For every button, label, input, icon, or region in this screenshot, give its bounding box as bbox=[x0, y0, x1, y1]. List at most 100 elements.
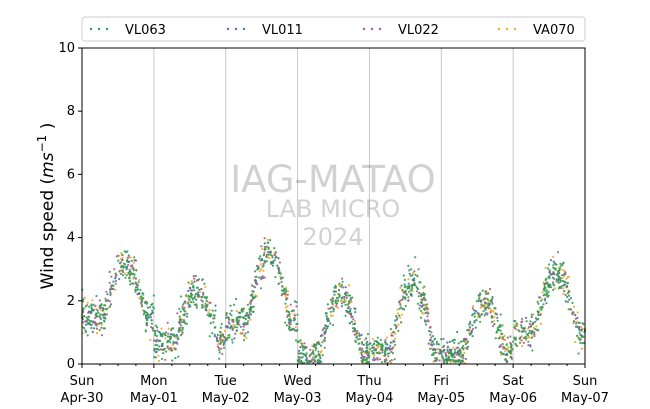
data-point bbox=[321, 354, 324, 357]
data-point bbox=[564, 293, 567, 296]
data-point bbox=[249, 318, 252, 321]
data-point bbox=[456, 346, 460, 349]
data-point bbox=[487, 307, 490, 310]
data-point bbox=[286, 305, 289, 308]
data-point bbox=[541, 291, 544, 294]
data-point bbox=[162, 348, 165, 352]
data-point bbox=[360, 356, 363, 360]
data-point bbox=[137, 281, 140, 284]
data-point bbox=[174, 348, 177, 351]
data-point bbox=[542, 303, 545, 306]
data-point bbox=[548, 271, 551, 274]
data-point bbox=[415, 286, 418, 289]
data-point bbox=[124, 276, 127, 279]
data-point bbox=[118, 277, 121, 281]
data-point bbox=[261, 265, 264, 268]
data-point bbox=[552, 283, 555, 286]
data-point bbox=[90, 306, 93, 309]
data-point bbox=[496, 316, 499, 319]
data-point bbox=[462, 345, 465, 348]
data-point bbox=[90, 309, 93, 312]
data-point bbox=[342, 300, 346, 304]
legend-marker bbox=[505, 27, 509, 31]
data-point bbox=[474, 310, 478, 313]
data-point bbox=[484, 303, 487, 306]
data-point bbox=[101, 313, 104, 317]
data-point bbox=[323, 336, 327, 340]
data-point bbox=[289, 303, 292, 306]
data-point bbox=[408, 287, 411, 290]
data-point bbox=[260, 268, 263, 271]
data-point bbox=[445, 358, 448, 362]
data-point bbox=[340, 283, 344, 286]
data-point bbox=[465, 342, 468, 345]
data-point bbox=[263, 251, 266, 254]
data-point bbox=[82, 307, 85, 310]
data-point bbox=[250, 299, 253, 302]
data-point bbox=[528, 329, 531, 332]
data-point bbox=[552, 264, 555, 267]
data-point bbox=[162, 332, 165, 335]
data-point bbox=[466, 329, 469, 332]
data-point bbox=[277, 268, 280, 271]
data-point bbox=[216, 333, 219, 336]
data-point bbox=[450, 358, 453, 362]
data-point bbox=[559, 279, 562, 282]
data-point bbox=[82, 321, 85, 324]
data-point bbox=[550, 286, 553, 289]
data-point bbox=[572, 311, 575, 314]
data-point bbox=[127, 254, 130, 257]
data-point bbox=[168, 348, 171, 351]
data-point bbox=[318, 343, 321, 346]
data-point bbox=[284, 288, 288, 291]
data-point bbox=[341, 280, 344, 283]
data-point bbox=[315, 347, 318, 350]
data-point bbox=[492, 310, 495, 313]
data-point bbox=[582, 323, 585, 326]
data-point bbox=[358, 348, 361, 351]
data-point bbox=[260, 278, 263, 281]
data-point bbox=[275, 255, 278, 258]
data-point bbox=[98, 328, 101, 332]
data-point bbox=[527, 325, 531, 329]
data-point bbox=[175, 334, 178, 337]
data-point bbox=[524, 335, 527, 338]
data-point bbox=[367, 354, 371, 357]
data-point bbox=[115, 255, 118, 258]
data-point bbox=[147, 316, 150, 319]
data-point bbox=[248, 311, 251, 314]
data-point bbox=[422, 291, 425, 294]
data-point bbox=[547, 283, 551, 286]
data-point bbox=[94, 323, 97, 326]
data-point bbox=[305, 359, 308, 362]
data-point bbox=[363, 338, 366, 341]
data-point bbox=[452, 346, 455, 349]
data-point bbox=[230, 326, 233, 329]
data-point bbox=[422, 312, 425, 315]
data-point bbox=[511, 347, 514, 351]
data-point bbox=[194, 274, 197, 278]
data-point bbox=[502, 338, 505, 341]
data-point bbox=[209, 322, 212, 325]
data-point bbox=[342, 286, 345, 289]
data-point bbox=[192, 284, 195, 287]
data-point bbox=[354, 328, 357, 331]
data-point bbox=[542, 281, 545, 284]
data-point bbox=[204, 307, 207, 310]
data-point bbox=[534, 328, 537, 331]
data-point bbox=[242, 317, 246, 320]
data-point bbox=[374, 349, 377, 352]
data-point bbox=[91, 299, 94, 302]
data-point bbox=[529, 344, 532, 347]
data-point bbox=[319, 351, 322, 354]
data-point bbox=[537, 314, 540, 317]
data-point bbox=[134, 277, 137, 280]
data-point bbox=[299, 339, 302, 342]
data-point bbox=[336, 306, 339, 309]
data-point bbox=[472, 313, 475, 316]
y-tick-label: 4 bbox=[67, 231, 75, 246]
data-point bbox=[170, 349, 173, 352]
data-point bbox=[370, 346, 374, 350]
data-point bbox=[411, 287, 414, 290]
data-point bbox=[182, 319, 186, 322]
